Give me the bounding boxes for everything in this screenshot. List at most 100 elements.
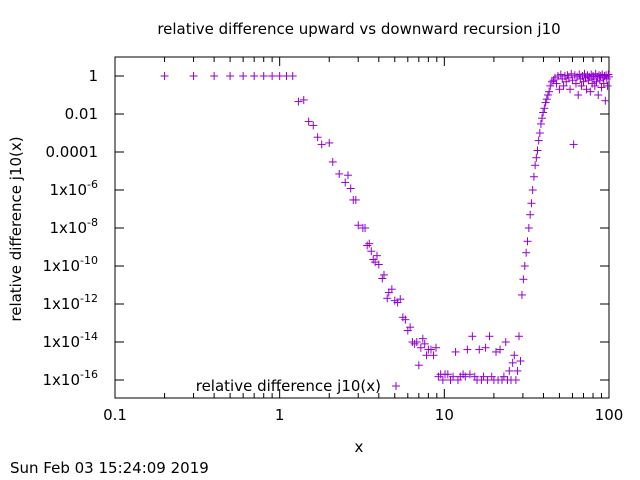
data-point [583, 71, 592, 80]
data-point [294, 97, 303, 106]
data-point [501, 338, 510, 346]
data-point [250, 72, 259, 80]
data-point [210, 72, 219, 80]
y-tick-label: 1x10-10 [43, 254, 98, 275]
x-axis-label: x [355, 438, 364, 456]
data-series [160, 69, 613, 384]
data-point [538, 114, 547, 123]
data-point [378, 274, 387, 283]
data-point [567, 69, 576, 78]
data-point [552, 79, 561, 88]
y-tick-label: 1x10-8 [50, 216, 98, 237]
data-point [534, 136, 543, 145]
y-axis: 10.010.00011x10-61x10-81x10-101x10-121x1… [43, 67, 609, 389]
data-point [524, 224, 533, 232]
data-point [605, 72, 613, 81]
data-point [431, 343, 440, 352]
data-point [299, 95, 308, 104]
x-tick-label: 10 [435, 406, 454, 424]
y-tick-label: 1x10-16 [43, 368, 98, 389]
data-point [513, 366, 522, 375]
data-point [533, 146, 542, 155]
data-point [511, 376, 520, 384]
data-point [438, 376, 447, 384]
data-point [343, 171, 352, 180]
data-point [387, 285, 396, 294]
data-point [536, 119, 545, 128]
data-point [414, 361, 423, 370]
data-point [586, 87, 595, 96]
data-point [569, 140, 578, 149]
legend-label: relative difference j10(x) [196, 377, 381, 395]
y-tick-exponent: -8 [87, 216, 98, 229]
data-point [590, 81, 599, 90]
data-point [526, 210, 535, 219]
y-tick-exponent: -12 [80, 292, 98, 305]
data-point [383, 294, 392, 303]
data-point [309, 121, 318, 130]
y-tick-base: 1x10 [50, 181, 88, 199]
data-point [461, 372, 470, 381]
y-tick-label: 1x10-12 [43, 292, 98, 313]
x-axis: 0.1 1 10 100 [103, 57, 623, 424]
data-point [325, 138, 334, 147]
data-point [479, 372, 488, 381]
y-tick-base: 1x10 [43, 295, 81, 313]
data-point [522, 248, 531, 257]
data-point [496, 345, 505, 354]
y-tick-base: 1x10 [43, 371, 81, 389]
data-point [539, 108, 548, 117]
data-point [577, 81, 586, 90]
data-point [568, 76, 577, 85]
data-point [365, 239, 374, 248]
y-tick-exponent: -6 [87, 178, 98, 191]
data-point [571, 79, 580, 88]
data-point [160, 72, 169, 80]
data-point [363, 241, 372, 250]
y-tick-exponent: -14 [80, 330, 98, 343]
data-point [406, 323, 415, 332]
data-point [532, 153, 541, 162]
data-point [508, 358, 517, 367]
data-point [463, 345, 472, 354]
data-point [239, 72, 248, 80]
data-point [516, 357, 525, 365]
data-point [505, 366, 514, 375]
y-tick-label: 1 [88, 67, 98, 85]
data-point [579, 77, 588, 86]
data-point [499, 372, 508, 381]
x-tick-label: 1 [275, 406, 285, 424]
data-point [601, 96, 610, 105]
data-point [412, 338, 421, 346]
data-point [468, 332, 477, 341]
data-point [574, 91, 583, 99]
data-point [566, 85, 575, 94]
data-point [313, 133, 322, 142]
data-point [379, 270, 388, 279]
data-point [492, 347, 501, 356]
data-point [351, 195, 360, 204]
legend: relative difference j10(x) [196, 377, 400, 395]
data-point [346, 184, 355, 193]
data-point [559, 81, 568, 90]
data-point [540, 104, 549, 113]
data-point [543, 91, 552, 99]
data-point [226, 72, 235, 80]
data-point [367, 247, 376, 256]
data-point [575, 70, 584, 79]
chart-title: relative difference upward vs downward r… [157, 20, 560, 38]
data-point [520, 262, 529, 270]
data-point [527, 199, 536, 208]
data-point [451, 347, 460, 356]
data-point [481, 343, 490, 352]
data-point [410, 339, 419, 348]
data-point [603, 81, 612, 90]
data-point [487, 372, 496, 381]
data-point [545, 87, 554, 96]
data-point [427, 345, 436, 354]
data-point [465, 370, 474, 379]
y-tick-exponent: -16 [80, 368, 98, 381]
data-point [541, 98, 550, 107]
